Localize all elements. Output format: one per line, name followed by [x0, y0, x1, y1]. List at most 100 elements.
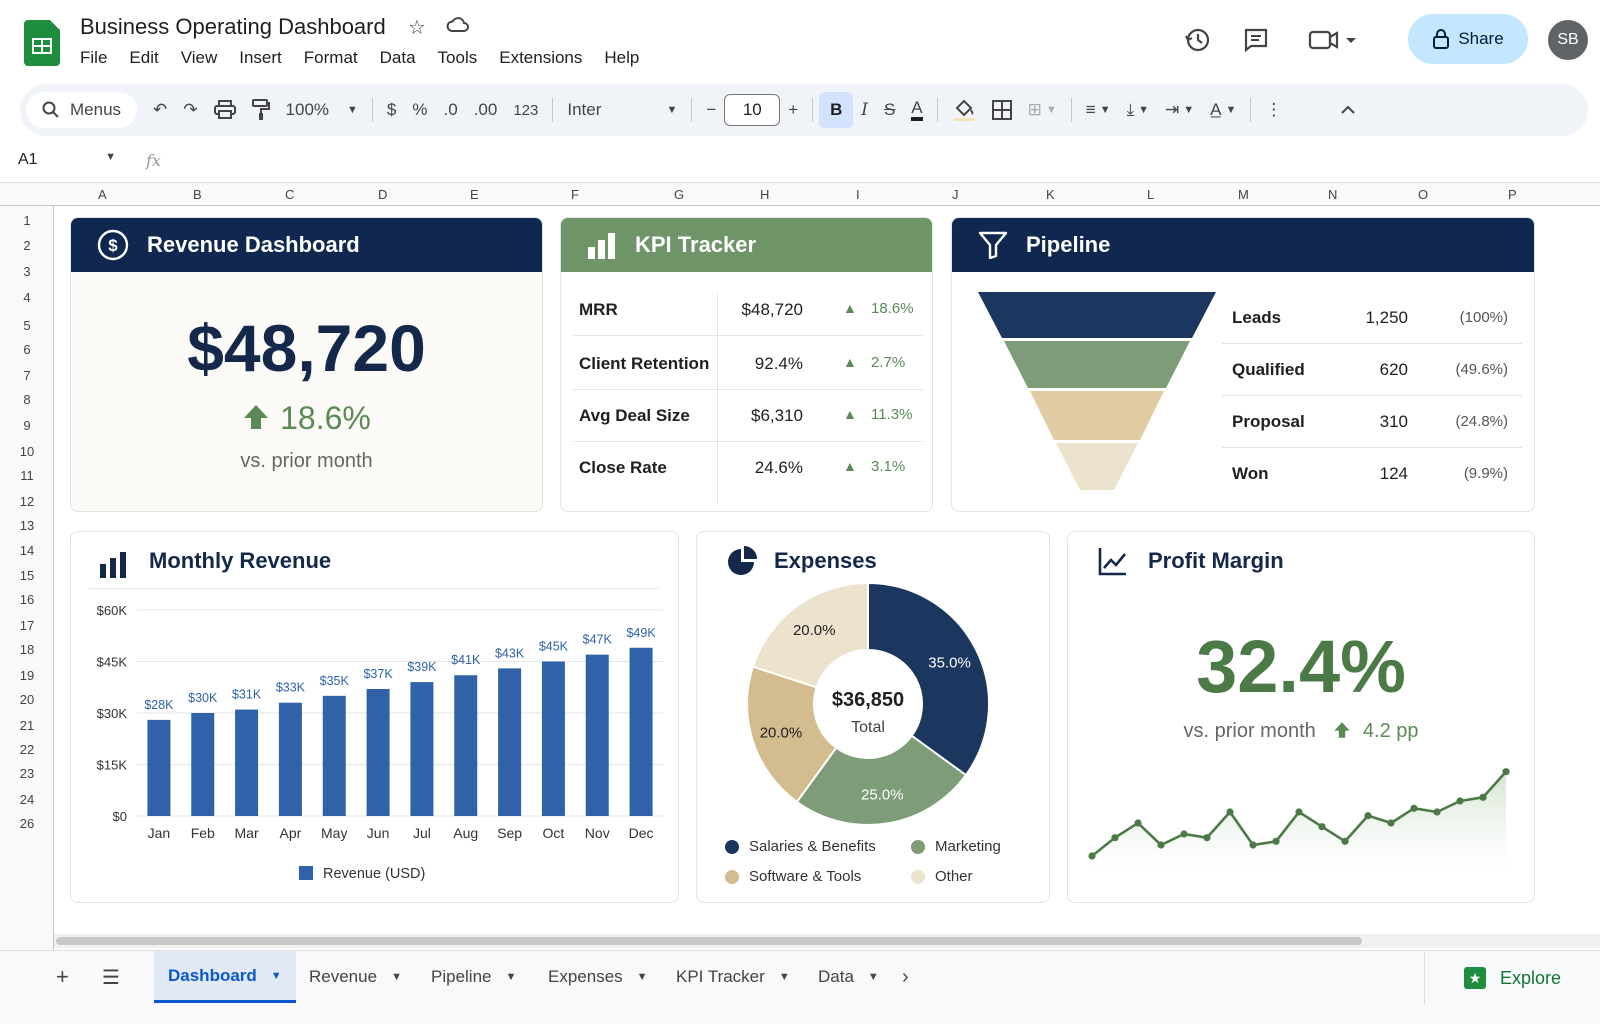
redo-icon[interactable]: ↷: [183, 100, 198, 119]
increase-decimal-button[interactable]: .00: [473, 100, 498, 119]
column-header[interactable]: M: [1238, 187, 1249, 202]
formula-input[interactable]: [161, 145, 1600, 175]
format-currency-button[interactable]: $: [386, 100, 397, 119]
explore-button[interactable]: ★ Explore: [1424, 951, 1600, 1005]
tab-dashboard[interactable]: Dashboard ▼: [154, 951, 296, 1003]
version-history-icon[interactable]: [1182, 24, 1214, 56]
more-formats-button[interactable]: 123: [513, 101, 539, 119]
row-header[interactable]: 22: [19, 742, 35, 757]
name-box[interactable]: A1 ▼: [0, 151, 126, 169]
vertical-align-icon[interactable]: ⤓ ▼: [1126, 100, 1149, 119]
text-rotation-icon[interactable]: A̲ ▼: [1210, 100, 1237, 119]
expenses-card[interactable]: Expenses 35.0% 25.0% 20.0% 20.0% $36,850 Tota…: [696, 531, 1050, 903]
tab-expenses[interactable]: Expenses ▼: [534, 951, 662, 1003]
menu-format[interactable]: Format: [303, 48, 358, 67]
column-header[interactable]: K: [1046, 187, 1055, 202]
fill-color-icon[interactable]: [944, 92, 984, 128]
row-header[interactable]: 10: [19, 444, 35, 459]
row-header[interactable]: 18: [19, 642, 35, 657]
sheet-canvas[interactable]: $ Revenue Dashboard $48,720 18.6% vs. pr…: [55, 206, 1600, 950]
decrease-font-size-icon[interactable]: −: [706, 100, 717, 119]
tab-pipeline[interactable]: Pipeline ▼: [417, 951, 530, 1003]
profit-margin-card[interactable]: Profit Margin 32.4% vs. prior month 4.2 …: [1067, 531, 1535, 903]
font-select[interactable]: Inter ▼: [559, 92, 685, 128]
column-header[interactable]: B: [193, 187, 202, 202]
column-header[interactable]: P: [1508, 187, 1517, 202]
star-icon[interactable]: ☆: [408, 17, 426, 39]
monthly-revenue-card[interactable]: Monthly Revenue $0 $15K $30K $45K $60K $28K Ja…: [70, 531, 679, 903]
menu-insert[interactable]: Insert: [239, 48, 282, 67]
row-header[interactable]: 19: [19, 668, 35, 683]
pipeline-card[interactable]: Pipeline Leads 1,250 (100%) Qualified 62…: [951, 217, 1535, 512]
horizontal-align-icon[interactable]: ≡ ▼: [1085, 100, 1111, 119]
zoom-select[interactable]: 100% ▼: [278, 92, 366, 128]
menu-edit[interactable]: Edit: [129, 48, 159, 67]
tab-kpi-tracker[interactable]: KPI Tracker ▼: [662, 951, 804, 1003]
print-icon[interactable]: [206, 92, 244, 128]
meet-video-icon[interactable]: [1306, 24, 1362, 56]
row-header[interactable]: 20: [19, 692, 35, 707]
menu-view[interactable]: View: [180, 48, 218, 67]
text-color-icon[interactable]: A: [903, 92, 930, 128]
scrollbar-thumb[interactable]: [56, 937, 1362, 945]
revenue-dashboard-card[interactable]: $ Revenue Dashboard $48,720 18.6% vs. pr…: [70, 217, 543, 512]
row-header[interactable]: 1: [23, 213, 31, 228]
format-percent-button[interactable]: %: [412, 100, 428, 119]
bold-button[interactable]: B: [819, 92, 854, 128]
column-header[interactable]: O: [1418, 187, 1429, 202]
row-header[interactable]: 8: [23, 392, 31, 407]
kpi-tracker-card[interactable]: KPI Tracker MRR $48,720 ▲ 18.6% Client R…: [560, 217, 933, 512]
row-header[interactable]: 5: [23, 318, 31, 333]
column-header[interactable]: A: [98, 187, 107, 202]
row-header[interactable]: 9: [23, 418, 31, 433]
column-header[interactable]: G: [674, 187, 685, 202]
collapse-toolbar-icon[interactable]: [1332, 92, 1364, 128]
column-header[interactable]: I: [856, 187, 860, 202]
column-header[interactable]: C: [285, 187, 295, 202]
menus-search[interactable]: Menus: [26, 92, 138, 128]
menu-help[interactable]: Help: [604, 48, 640, 67]
row-header[interactable]: 6: [23, 342, 31, 357]
row-header[interactable]: 13: [19, 518, 35, 533]
column-header[interactable]: E: [470, 187, 479, 202]
row-header[interactable]: 12: [19, 494, 35, 509]
decrease-decimal-button[interactable]: .0: [443, 100, 458, 119]
text-wrapping-icon[interactable]: ⇥ ▼: [1165, 100, 1195, 119]
strikethrough-icon[interactable]: S: [883, 100, 896, 119]
row-header[interactable]: 24: [19, 792, 35, 807]
row-header[interactable]: 17: [19, 618, 35, 633]
column-header[interactable]: F: [571, 187, 579, 202]
column-header[interactable]: J: [952, 187, 959, 202]
menu-data[interactable]: Data: [379, 48, 416, 67]
row-header[interactable]: 11: [20, 468, 34, 483]
add-sheet-icon[interactable]: +: [56, 964, 69, 989]
row-header[interactable]: 3: [23, 264, 31, 279]
all-sheets-icon[interactable]: ☰: [102, 966, 120, 989]
row-header[interactable]: 2: [23, 238, 31, 253]
chevron-right-icon[interactable]: ›: [902, 965, 909, 988]
avatar[interactable]: SB: [1548, 20, 1588, 60]
column-header[interactable]: N: [1328, 187, 1338, 202]
menu-file[interactable]: File: [80, 48, 108, 67]
document-title[interactable]: Business Operating Dashboard: [80, 14, 386, 39]
italic-button[interactable]: I: [861, 100, 868, 120]
paint-format-icon[interactable]: [244, 92, 278, 128]
column-header[interactable]: H: [760, 187, 770, 202]
row-header[interactable]: 14: [19, 543, 35, 558]
menu-tools[interactable]: Tools: [437, 48, 478, 67]
more-options-icon[interactable]: ⋮: [1265, 100, 1283, 119]
undo-icon[interactable]: ↶: [153, 100, 168, 119]
merge-cells-icon[interactable]: ⊞ ▼: [1027, 100, 1057, 119]
column-header[interactable]: L: [1147, 187, 1155, 202]
row-header[interactable]: 16: [19, 592, 35, 607]
row-header[interactable]: 4: [23, 290, 31, 305]
row-header[interactable]: 15: [19, 568, 35, 583]
row-header[interactable]: 26: [19, 816, 35, 831]
column-header[interactable]: D: [378, 187, 388, 202]
tab-revenue[interactable]: Revenue ▼: [295, 951, 416, 1003]
share-button[interactable]: Share: [1408, 14, 1528, 64]
borders-icon[interactable]: [984, 92, 1020, 128]
row-header[interactable]: 21: [19, 718, 35, 733]
tab-data[interactable]: Data ▼: [804, 951, 893, 1003]
sheets-logo-icon[interactable]: [24, 20, 60, 66]
